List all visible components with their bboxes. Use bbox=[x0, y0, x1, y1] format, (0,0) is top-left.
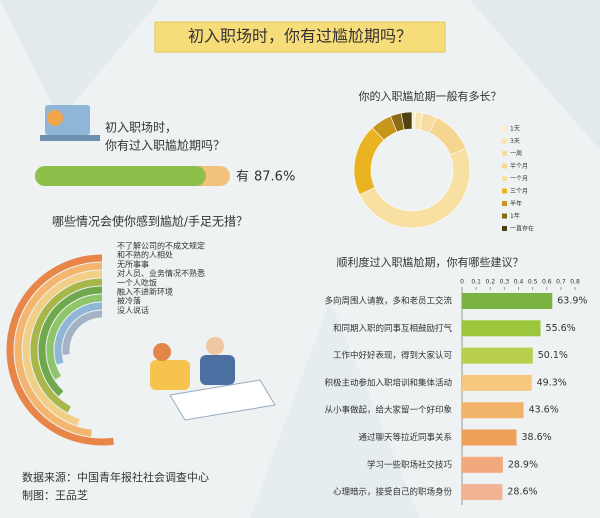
donut-slice bbox=[400, 111, 413, 131]
legend-label: 半年 bbox=[510, 200, 522, 208]
value-label: 55.6% bbox=[546, 323, 576, 334]
x-tick-label: 0.5 bbox=[528, 279, 538, 286]
category-label: 多向周围人请教，多和老员工交流 bbox=[324, 296, 452, 307]
category-label: 工作中好好表现，得到大家认可 bbox=[333, 350, 453, 361]
bar bbox=[462, 429, 517, 446]
chart-title: 你的入职尴尬期一般有多长？ bbox=[359, 89, 502, 103]
category-label: 对人员、业务情况不熟悉 bbox=[117, 268, 205, 278]
decor bbox=[250, 300, 420, 518]
legend-swatch bbox=[502, 213, 507, 219]
x-tick-label: 0.2 bbox=[485, 279, 495, 286]
radial-bar bbox=[6, 254, 114, 446]
legend-swatch bbox=[502, 201, 507, 206]
category-label: 不了解公司的不成文规定 bbox=[117, 241, 205, 251]
donut-slice bbox=[359, 148, 471, 229]
bar bbox=[462, 320, 541, 337]
category-label: 积极主动参加入职培训和集体活动 bbox=[324, 377, 452, 388]
bar bbox=[35, 166, 206, 186]
category-label: 学习一些职场社交技巧 bbox=[367, 459, 453, 470]
radial-bar bbox=[54, 302, 103, 365]
radial-bar bbox=[22, 270, 103, 426]
x-tick-label: 0 bbox=[460, 279, 464, 286]
radial-bar bbox=[14, 262, 103, 437]
question: 你有过入职尴尬期吗？ bbox=[105, 138, 225, 153]
legend-swatch bbox=[502, 151, 507, 156]
value-label: 38.6% bbox=[522, 432, 552, 443]
category-label: 无所事事 bbox=[117, 259, 149, 269]
category-label: 从小事做起，给大家留一个好印象 bbox=[324, 405, 452, 416]
legend-label: 3天 bbox=[510, 138, 520, 145]
category-label: 和不熟的人相处 bbox=[117, 250, 173, 260]
value-label: 28.9% bbox=[508, 459, 538, 470]
radial-bar bbox=[38, 286, 103, 397]
x-tick-label: 0.8 bbox=[570, 279, 580, 286]
category-label: 被冷落 bbox=[117, 296, 141, 306]
bar bbox=[462, 374, 532, 391]
legend-label: 三个月 bbox=[510, 188, 528, 195]
category-label: 心理暗示，接受自己的职场身份 bbox=[333, 487, 453, 498]
bar bbox=[462, 293, 553, 309]
legend-swatch bbox=[502, 176, 507, 181]
illustration bbox=[40, 105, 276, 421]
category-label: 通过聊天等拉近同事关系 bbox=[358, 432, 452, 443]
chart-title: 顺利度过入职尴尬期，你有哪些建议？ bbox=[337, 255, 524, 269]
category-label: 融入不进新环境 bbox=[117, 287, 173, 297]
x-tick-label: 0.6 bbox=[542, 279, 552, 286]
value-label: 49.3% bbox=[537, 377, 567, 388]
legend-label: 半个月 bbox=[510, 162, 528, 170]
x-tick-label: 0.7 bbox=[556, 279, 566, 286]
category-label: 有 bbox=[236, 170, 249, 185]
title-box bbox=[154, 21, 446, 53]
legend-label: 1天 bbox=[510, 126, 520, 133]
value-label: 43.6% bbox=[529, 405, 559, 416]
category-label: 和同期入职的同事互相鼓励打气 bbox=[333, 323, 453, 334]
legend-swatch bbox=[502, 188, 507, 194]
credit: 制图：王品芝 bbox=[22, 489, 88, 502]
source: 数据来源：中国青年报社社会调查中心 bbox=[22, 470, 209, 484]
decor bbox=[470, 0, 600, 150]
bar bbox=[462, 402, 524, 419]
legend-label: 一周 bbox=[510, 151, 522, 158]
question: 初入职场时， bbox=[105, 121, 177, 135]
radial-bar bbox=[30, 278, 103, 413]
value-label: 63.9% bbox=[557, 296, 587, 307]
legend-swatch bbox=[502, 226, 507, 231]
category-label: 一个人吃饭 bbox=[117, 277, 157, 287]
radial-bar bbox=[46, 294, 103, 380]
decor bbox=[0, 0, 160, 120]
legend-label: 一个月 bbox=[510, 176, 528, 183]
legend-label: 1年 bbox=[510, 212, 520, 220]
legend-label: 一直存在 bbox=[510, 225, 534, 233]
page-title: 初入职场时，你有过尴尬期吗？ bbox=[188, 27, 412, 46]
x-tick-label: 0.1 bbox=[471, 279, 481, 286]
bar bbox=[462, 456, 503, 473]
bar bbox=[462, 347, 533, 364]
legend-swatch bbox=[502, 163, 507, 169]
value-label: 50.1% bbox=[538, 350, 568, 361]
x-tick-label: 0.4 bbox=[514, 279, 524, 286]
legend-swatch bbox=[502, 126, 507, 131]
value-label: 87.6% bbox=[254, 170, 295, 185]
category-label: 没人说话 bbox=[117, 305, 149, 315]
chart-title: 哪些情况会使你感到尴尬/手足无措？ bbox=[52, 214, 248, 229]
bar bbox=[462, 484, 503, 501]
value-label: 28.6% bbox=[507, 487, 537, 498]
legend-swatch bbox=[502, 138, 507, 144]
x-tick-label: 0.3 bbox=[500, 279, 510, 286]
radial-bar bbox=[62, 310, 103, 355]
